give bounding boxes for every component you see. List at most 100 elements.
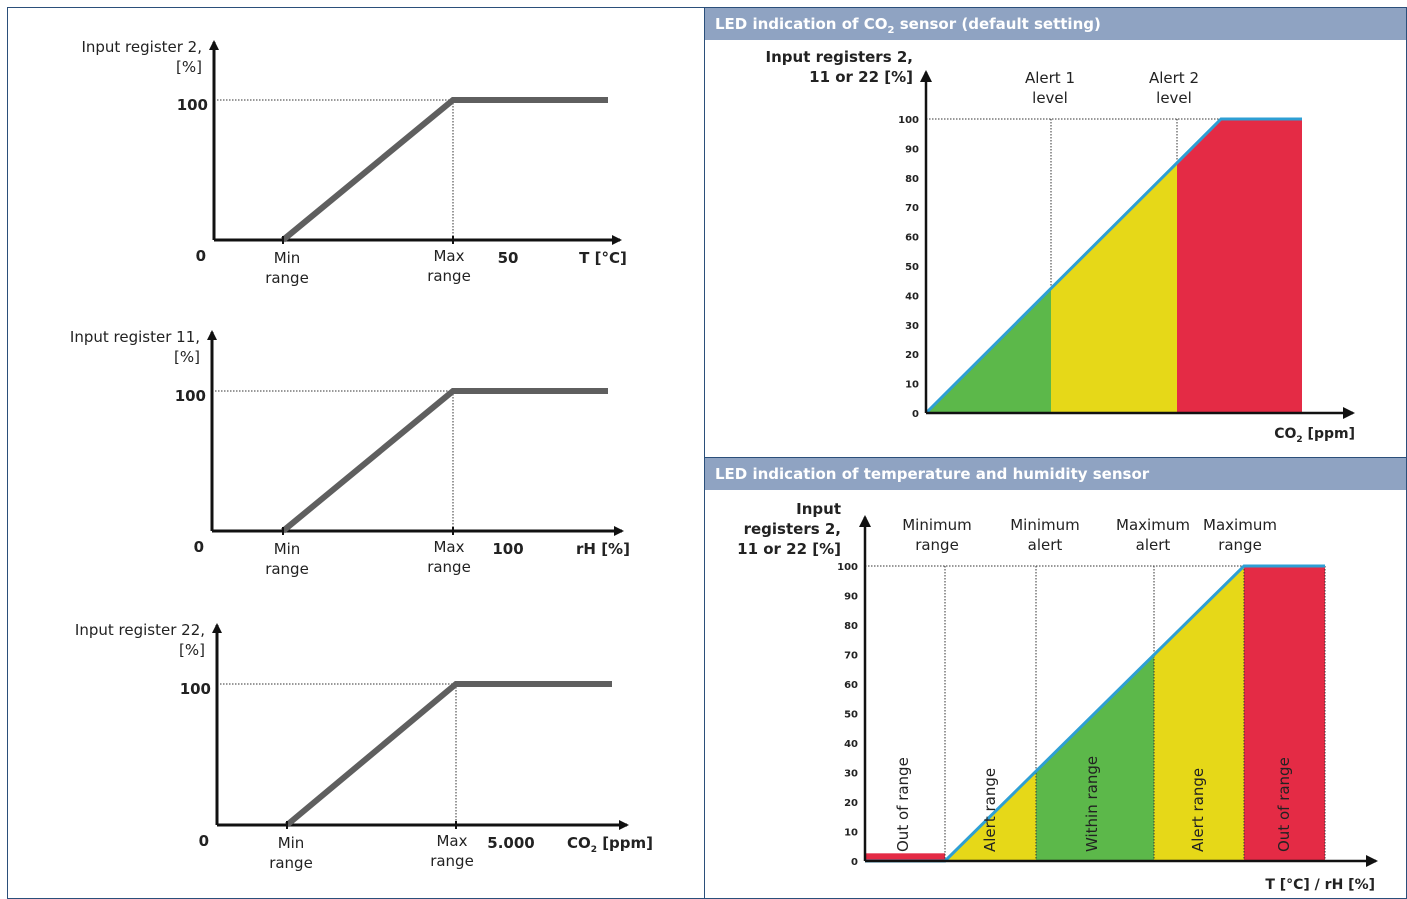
y-tick-30: 30 [905, 321, 919, 332]
temp-chart: 0 10 20 30 40 50 60 70 80 90 100 Input registers 2, 1… [737, 500, 1378, 893]
y-tick-0: 0 [851, 857, 858, 868]
origin-label: 0 [196, 247, 206, 265]
y-tick-50: 50 [844, 710, 858, 721]
col-label-4-line1: Maximum [1203, 516, 1277, 534]
min-label-line1: Min [278, 834, 305, 852]
alert2-label-line1: Alert 2 [1149, 69, 1199, 87]
y-tick-20: 20 [844, 798, 858, 809]
y-label-line1: Input register 2, [81, 38, 202, 56]
y-label-line1: Input registers 2, [766, 48, 913, 66]
x-label-unit: [ppm] [1303, 426, 1355, 442]
zone-label-2: Alert range [981, 768, 999, 852]
x-label-sub: 2 [1296, 435, 1302, 445]
alert1-label-line1: Alert 1 [1025, 69, 1075, 87]
y-label-line2: [%] [174, 348, 200, 366]
y-tick-100: 100 [175, 387, 206, 405]
zone-alert-right [1154, 566, 1244, 861]
x-axis-label: T [°C] / rH [%] [1265, 877, 1375, 893]
x-label-main: CO [567, 834, 591, 852]
zone-within [1036, 654, 1154, 861]
y-tick-20: 20 [905, 350, 919, 361]
zone-red [1177, 119, 1302, 413]
left-charts: Input register 2, [%] 100 0 Min range Max range… [70, 38, 653, 872]
alert1-label-line2: level [1032, 89, 1068, 107]
min-label-line2: range [265, 269, 309, 287]
origin-label: 0 [194, 538, 204, 556]
y-tick-0: 0 [912, 409, 919, 420]
col-label-4-line2: range [1218, 536, 1262, 554]
max-label-line1: Max [433, 247, 464, 265]
y-tick-80: 80 [844, 621, 858, 632]
y-label-line2: 11 or 22 [%] [809, 68, 913, 86]
co2-panel-header: LED indication of CO2 sensor (default se… [705, 8, 1406, 40]
y-tick-100: 100 [177, 96, 208, 114]
y-tick-30: 30 [844, 769, 858, 780]
max-label-line2: range [430, 852, 474, 870]
x-tick-value: 100 [492, 540, 523, 558]
zone-label-4: Alert range [1189, 768, 1207, 852]
alert2-label-line2: level [1156, 89, 1192, 107]
min-label-line2: range [265, 560, 309, 578]
y-tick-80: 80 [905, 174, 919, 185]
origin-label: 0 [199, 832, 209, 850]
y-tick-40: 40 [844, 739, 858, 750]
max-label-line1: Max [436, 832, 467, 850]
y-tick-10: 10 [844, 828, 858, 839]
x-axis-label: CO2 [ppm] [567, 834, 653, 855]
col-label-1-line2: range [915, 536, 959, 554]
response-line [281, 388, 608, 534]
y-tick-60: 60 [905, 233, 919, 244]
col-label-2-line2: alert [1028, 536, 1063, 554]
y-label-line2: [%] [176, 58, 202, 76]
zone-out-right [1244, 566, 1325, 861]
y-tick-100: 100 [837, 562, 858, 573]
x-axis-label: rH [%] [576, 540, 630, 558]
min-label-line2: range [269, 854, 313, 872]
y-label-line1: Input register 11, [70, 328, 200, 346]
x-label-main: T [°C] [579, 249, 627, 267]
left-chart-1: Input register 2, [%] 100 0 Min range Max range… [81, 38, 626, 287]
x-label-main: rH [%] [576, 540, 630, 558]
response-line [285, 681, 612, 828]
col-label-1-line1: Minimum [902, 516, 972, 534]
x-axis-label: T [°C] [579, 249, 627, 267]
y-tick-100: 100 [898, 115, 919, 126]
y-label-line1: Input [796, 500, 841, 518]
zone-yellow [1051, 163, 1177, 413]
left-chart-2: Input register 11, [%] 100 0 Min range Max rang… [70, 328, 630, 578]
y-tick-50: 50 [905, 262, 919, 273]
col-label-3-line1: Maximum [1116, 516, 1190, 534]
zone-label-3: Within range [1083, 756, 1101, 852]
x-tick-value: 5.000 [487, 834, 534, 852]
x-label-unit: [ppm] [597, 834, 653, 852]
zone-label-1: Out of range [894, 757, 912, 852]
x-label-main: CO [1274, 426, 1296, 442]
y-tick-40: 40 [905, 291, 919, 302]
y-tick-70: 70 [905, 203, 919, 214]
y-tick-100: 100 [180, 680, 211, 698]
y-label-line1: Input register 22, [75, 621, 205, 639]
min-label-line1: Min [274, 249, 301, 267]
y-label-line2: [%] [179, 641, 205, 659]
response-line [281, 97, 608, 243]
y-label-line2: registers 2, [744, 520, 841, 538]
co2-chart: 0 10 20 30 40 50 60 70 80 90 100 Input registers 2,… [766, 48, 1355, 445]
y-tick-90: 90 [844, 592, 858, 603]
y-tick-60: 60 [844, 680, 858, 691]
panel-divider [705, 457, 1406, 458]
y-tick-10: 10 [905, 380, 919, 391]
zone-label-5: Out of range [1275, 757, 1293, 852]
y-tick-70: 70 [844, 651, 858, 662]
max-label-line2: range [427, 558, 471, 576]
max-label-line1: Max [433, 538, 464, 556]
max-label-line2: range [427, 267, 471, 285]
level-line [924, 117, 1302, 415]
col-label-2-line1: Minimum [1010, 516, 1080, 534]
y-label-line3: 11 or 22 [%] [737, 540, 841, 558]
x-axis-label: CO2 [ppm] [1274, 426, 1355, 445]
col-label-3-line2: alert [1136, 536, 1171, 554]
left-chart-3: Input register 22, [%] 100 0 Min range Max rang… [75, 621, 653, 872]
temp-panel-header: LED indication of temperature and humidi… [705, 458, 1406, 490]
y-tick-90: 90 [905, 144, 919, 155]
